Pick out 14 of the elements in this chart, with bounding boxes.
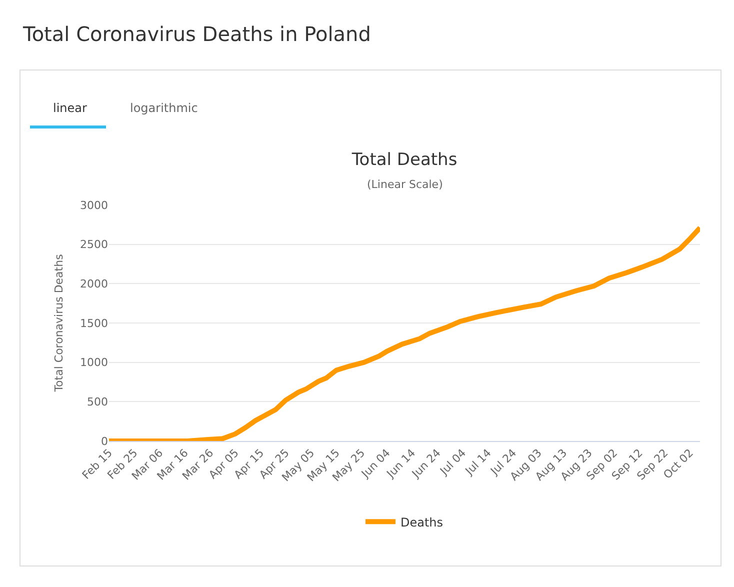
y-tick-label: 500	[87, 396, 108, 409]
y-tick-label: 2500	[80, 238, 108, 252]
y-tick-label: 1500	[80, 316, 108, 330]
y-tick-label: 0	[101, 434, 108, 448]
text: linear	[53, 101, 88, 115]
chart-subtitle: (Linear Scale)	[367, 178, 443, 191]
y-tick-label: 1000	[80, 356, 108, 370]
y-axis-title: Total Coronavirus Deaths	[52, 254, 66, 393]
chart-title: Total Deaths	[350, 150, 458, 170]
text: Total Coronavirus Deaths in Poland	[22, 22, 371, 46]
legend-label: Deaths	[400, 515, 444, 530]
y-tick-label: 2000	[80, 278, 108, 291]
text: logarithmic	[130, 101, 198, 115]
y-tick-label: 3000	[80, 198, 108, 212]
